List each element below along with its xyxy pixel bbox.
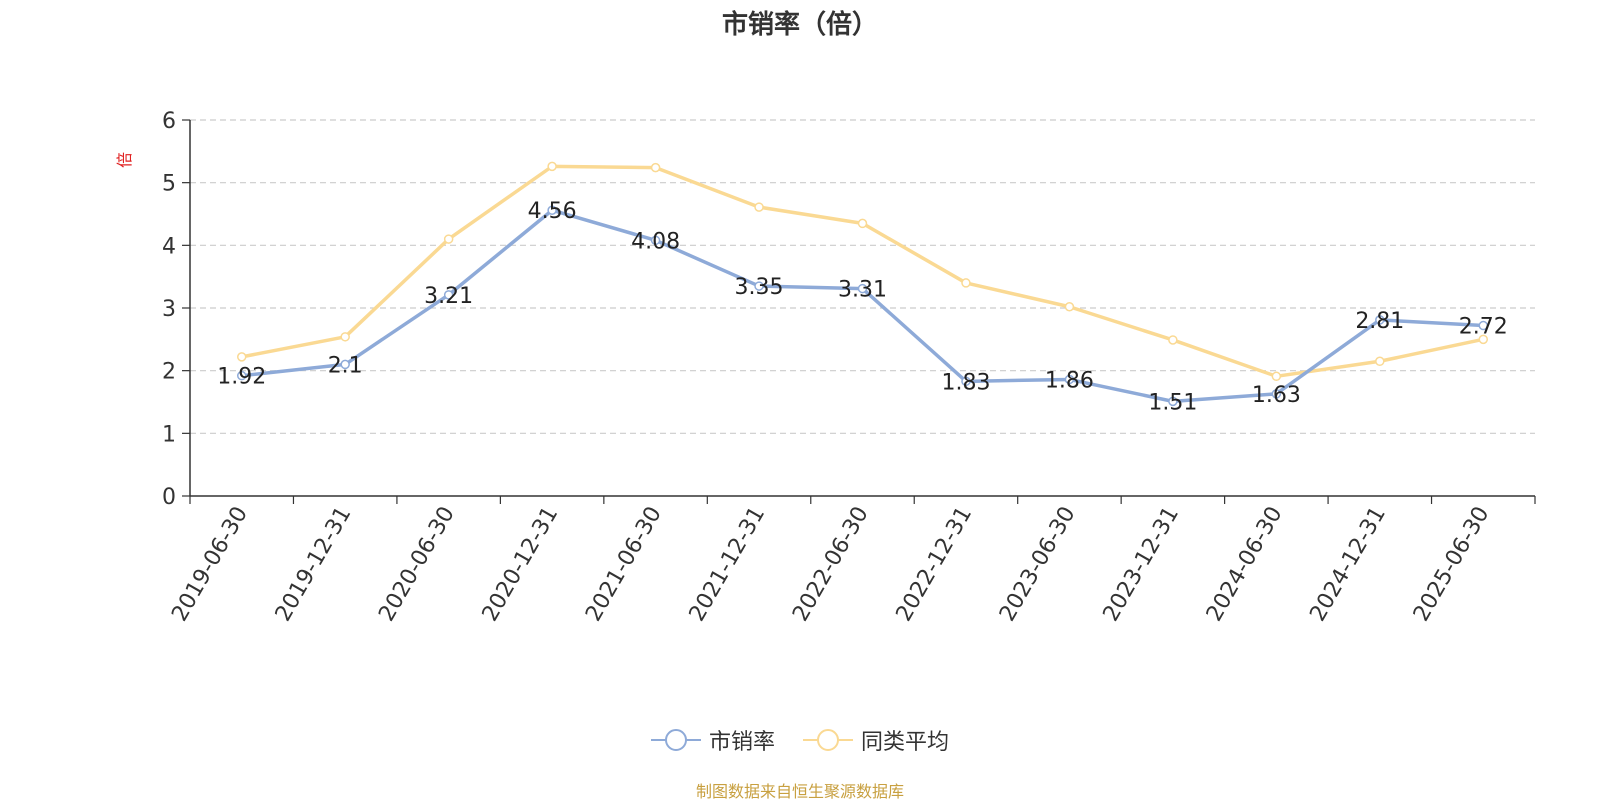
data-label: 4.56 — [528, 199, 577, 224]
x-tick-label: 2023-06-30 — [995, 503, 1081, 626]
x-tick-label: 2020-12-31 — [478, 503, 564, 626]
data-point[interactable] — [340, 359, 350, 370]
data-point[interactable] — [650, 235, 661, 246]
data-point[interactable] — [1271, 371, 1282, 382]
x-tick-label: 2022-06-30 — [788, 503, 874, 626]
data-point[interactable] — [857, 218, 868, 229]
data-point[interactable] — [1478, 320, 1489, 331]
data-point[interactable] — [236, 370, 247, 381]
data-label: 1.86 — [1045, 368, 1094, 393]
x-tick-label: 2021-12-31 — [685, 503, 771, 626]
data-point[interactable] — [1271, 389, 1282, 399]
data-label: 1.83 — [941, 370, 990, 395]
data-label: 2.72 — [1459, 315, 1508, 340]
data-point[interactable] — [236, 352, 247, 362]
data-point[interactable] — [1478, 334, 1489, 345]
gridlines — [190, 119, 1535, 434]
data-point[interactable] — [547, 161, 557, 172]
legend-line-marker-icon — [650, 729, 701, 751]
legend-item-series-1[interactable]: 同类平均 — [803, 724, 949, 756]
data-label: 2.81 — [1355, 309, 1404, 334]
data-point[interactable] — [443, 290, 454, 300]
y-tick-label: 3 — [162, 297, 176, 322]
chart-title: 市销率（倍） — [721, 10, 878, 40]
y-tick-label: 2 — [162, 360, 176, 385]
x-tick-label: 2021-06-30 — [581, 503, 667, 626]
data-point[interactable] — [857, 283, 868, 294]
x-tick-label: 2020-06-30 — [374, 502, 460, 625]
data-point[interactable] — [650, 162, 661, 173]
data-label: 1.92 — [217, 365, 266, 390]
data-label: 3.21 — [424, 284, 473, 309]
legend-label: 市销率 — [708, 730, 775, 755]
data-point[interactable] — [340, 332, 350, 342]
data-label: 3.35 — [735, 275, 784, 300]
x-tick-label: 2019-06-30 — [167, 503, 253, 626]
data-point[interactable] — [961, 278, 971, 288]
data-point[interactable] — [1168, 396, 1178, 407]
legend-line-marker-icon — [803, 729, 853, 751]
y-tick-label: 1 — [162, 422, 176, 447]
y-tick-label: 5 — [162, 172, 176, 197]
y-axis-label: 倍 — [115, 152, 134, 168]
x-tick-label: 2024-12-31 — [1305, 503, 1391, 626]
series-line — [241, 164, 1484, 379]
x-tick-label: 2019-12-31 — [271, 503, 357, 626]
data-point[interactable] — [754, 281, 764, 291]
data-label: 4.08 — [631, 229, 680, 254]
y-tick-label: 4 — [162, 234, 176, 259]
source-note: 制图数据来自恒生聚源数据库 — [695, 782, 904, 801]
data-point[interactable] — [1064, 374, 1075, 385]
x-tick-label: 2025-06-30 — [1409, 503, 1495, 626]
x-tick-label: 2024-06-30 — [1202, 503, 1288, 626]
data-point[interactable] — [1168, 335, 1178, 345]
data-point[interactable] — [754, 202, 764, 212]
x-tick-label: 2023-12-31 — [1099, 503, 1185, 626]
data-label: 2.1 — [328, 353, 363, 378]
data-label: 1.63 — [1252, 383, 1301, 408]
legend: 市销率 同类平均 — [0, 720, 1600, 760]
data-label: 3.31 — [838, 278, 887, 303]
data-label: 1.51 — [1148, 390, 1197, 415]
x-tick-label: 2022-12-31 — [892, 503, 978, 626]
y-tick-label: 6 — [162, 109, 176, 134]
series — [236, 161, 1489, 407]
legend-item-series-0[interactable]: 市销率 — [650, 724, 775, 756]
y-tick-label: 0 — [162, 485, 176, 510]
data-labels: 1.92 2.1 3.21 4.56 4.08 3.35 3.31 1.83 1.86 1.51 1… — [217, 199, 1508, 415]
legend-label: 同类平均 — [861, 730, 950, 755]
data-point[interactable] — [443, 234, 454, 244]
data-point[interactable] — [1064, 301, 1075, 312]
data-point[interactable] — [1375, 356, 1385, 367]
data-point[interactable] — [1375, 315, 1385, 325]
data-point[interactable] — [547, 205, 557, 215]
data-point[interactable] — [961, 376, 971, 387]
